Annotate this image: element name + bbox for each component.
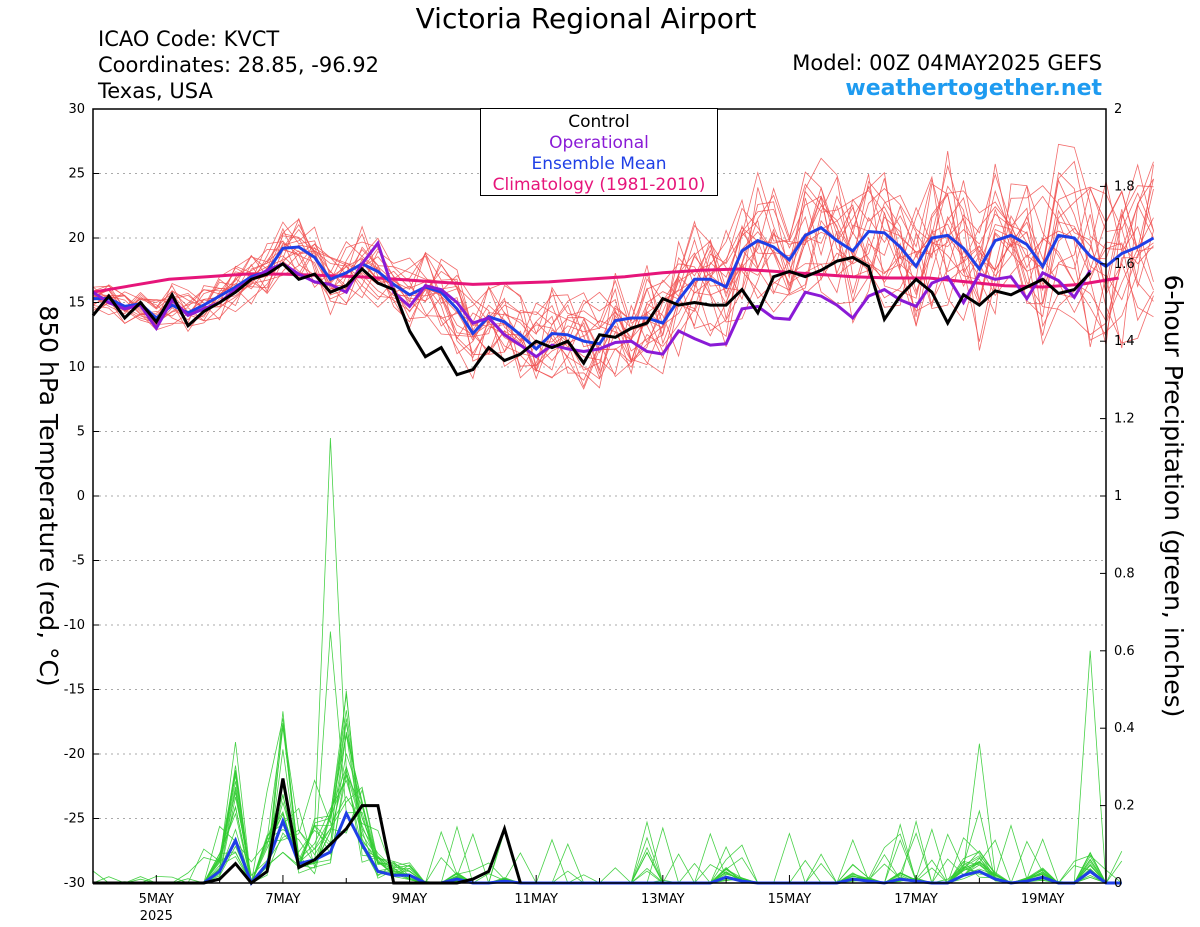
legend-ensemble-mean: Ensemble Mean	[531, 154, 667, 174]
ensemble-precipitation-lines	[92, 437, 1123, 885]
y-tick-label: 15	[68, 296, 85, 311]
y-tick-label: -20	[64, 747, 85, 762]
y-tick-label: 30	[68, 102, 85, 117]
y-tick-label: 0	[77, 489, 85, 504]
y2-tick-label: 2	[1114, 102, 1122, 117]
y2-tick-label: 1.8	[1114, 179, 1135, 194]
legend-operational: Operational	[549, 133, 649, 153]
y-tick-label: 5	[77, 425, 85, 440]
y-tick-label: -25	[64, 812, 85, 827]
site-link[interactable]: weathertogether.net	[845, 76, 1102, 101]
y2-tick-label: 0.8	[1114, 566, 1135, 581]
y2-tick-label: 1	[1114, 489, 1122, 504]
y-tick-label: 10	[68, 360, 85, 375]
y2-tick-label: 1.2	[1114, 412, 1135, 427]
y-tick-label: -10	[64, 618, 85, 633]
coordinates: Coordinates: 28.85, -96.92	[98, 53, 379, 77]
legend: Control Operational Ensemble Mean Climat…	[480, 108, 718, 196]
y-tick-label: -30	[64, 876, 85, 891]
ensemble-member-temp	[92, 185, 1154, 379]
station-info: ICAO Code: KVCT Coordinates: 28.85, -96.…	[98, 26, 379, 104]
x-tick-label: 5MAY	[139, 892, 174, 907]
y2-tick-label: 1.4	[1114, 334, 1135, 349]
x-tick-label: 17MAY	[894, 892, 938, 907]
operational-temp-line	[92, 240, 1092, 359]
y2-tick-label: 0.2	[1114, 799, 1135, 814]
x-tick-label: 9MAY	[392, 892, 427, 907]
ensemble-member-precip	[93, 437, 1122, 885]
y-tick-label: 25	[68, 167, 85, 182]
y-tick-label: 20	[68, 231, 85, 246]
x-tick-label: 19MAY	[1021, 892, 1065, 907]
x-tick-label: 15MAY	[768, 892, 812, 907]
ensemble-member-temp	[92, 161, 1154, 373]
y2-tick-label: 0.6	[1114, 644, 1135, 659]
icao-code: ICAO Code: KVCT	[98, 27, 280, 51]
y2-tick-label: 0	[1114, 876, 1122, 891]
y2-tick-label: 1.6	[1114, 257, 1135, 272]
x-tick-label: 7MAY	[265, 892, 300, 907]
ensemble-member-temp	[92, 185, 1154, 390]
y2-tick-label: 0.4	[1114, 721, 1135, 736]
control-temp-line	[91, 255, 1092, 377]
x-tick-label: 11MAY	[514, 892, 558, 907]
ensemble-member-precip	[93, 735, 1122, 885]
grid-lines	[93, 173, 1106, 819]
page-title: Victoria Regional Airport	[415, 2, 757, 35]
x-year-label: 2025	[140, 909, 173, 924]
ensemble-member-temp	[92, 151, 1154, 389]
ensemble-member-temp	[92, 190, 1154, 367]
y2-axis-label: 6-hour Precipitation (green, inches)	[1159, 275, 1188, 718]
model-info: Model: 00Z 04MAY2025 GEFS weathertogethe…	[792, 50, 1102, 102]
ensemble-member-temp	[92, 143, 1154, 381]
y-tick-label: -15	[64, 683, 85, 698]
region: Texas, USA	[98, 79, 213, 103]
legend-climatology: Climatology (1981-2010)	[492, 175, 706, 195]
y-tick-label: -5	[72, 554, 85, 569]
model-run: Model: 00Z 04MAY2025 GEFS	[792, 51, 1102, 75]
x-tick-label: 13MAY	[641, 892, 685, 907]
axes: 302520151050-5-10-15-20-25-3021.81.61.41…	[64, 102, 1135, 924]
legend-control: Control	[568, 112, 630, 132]
ensemble-member-temp	[92, 171, 1154, 371]
y-axis-label: 850 hPa Temperature (red, °C)	[34, 305, 63, 686]
